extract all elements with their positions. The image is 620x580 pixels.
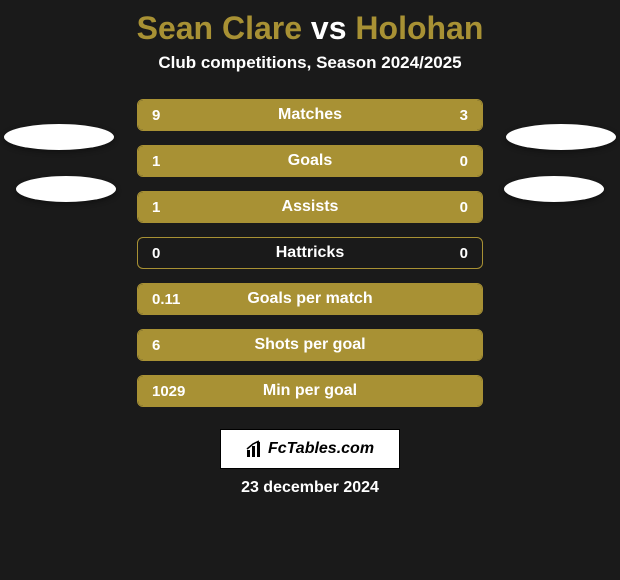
stat-row: 93Matches	[137, 99, 483, 131]
stat-label: Min per goal	[138, 376, 482, 406]
decor-ellipse-right-2	[504, 176, 604, 202]
stat-label: Hattricks	[138, 238, 482, 268]
stat-row: 10Goals	[137, 145, 483, 177]
date-text: 23 december 2024	[0, 479, 620, 497]
decor-ellipse-right-1	[506, 124, 616, 150]
stat-label: Assists	[138, 192, 482, 222]
stat-label: Matches	[138, 100, 482, 130]
stat-row: 00Hattricks	[137, 237, 483, 269]
fctables-logo: FcTables.com	[220, 429, 400, 469]
stat-label: Goals per match	[138, 284, 482, 314]
stat-label: Goals	[138, 146, 482, 176]
decor-ellipse-left-1	[4, 124, 114, 150]
player-left-name: Sean Clare	[137, 10, 302, 46]
stat-row: 10Assists	[137, 191, 483, 223]
player-right-name: Holohan	[355, 10, 483, 46]
logo-text: FcTables.com	[268, 440, 374, 458]
stat-row: 6Shots per goal	[137, 329, 483, 361]
chart-icon	[246, 440, 264, 458]
decor-ellipse-left-2	[16, 176, 116, 202]
stat-row: 0.11Goals per match	[137, 283, 483, 315]
stat-row: 1029Min per goal	[137, 375, 483, 407]
stat-label: Shots per goal	[138, 330, 482, 360]
comparison-title: Sean Clare vs Holohan	[0, 0, 620, 53]
title-vs: vs	[311, 10, 347, 46]
subtitle: Club competitions, Season 2024/2025	[0, 53, 620, 73]
